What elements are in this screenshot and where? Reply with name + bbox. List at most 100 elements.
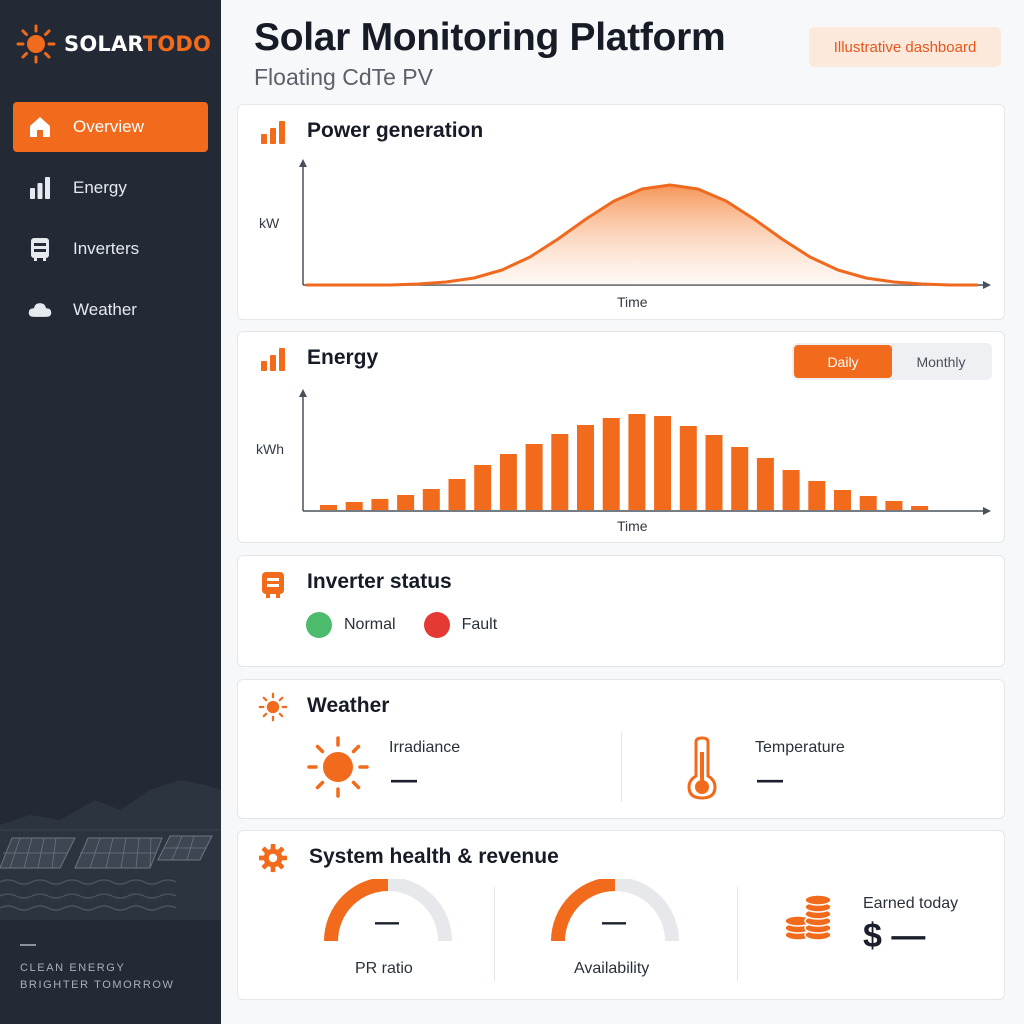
earned-today-label: Earned today xyxy=(863,895,959,912)
availability-gauge xyxy=(551,879,679,942)
page-subtitle: Floating CdTe PV xyxy=(254,64,433,90)
sidebar-item-energy[interactable]: Energy xyxy=(13,163,208,213)
energy-bar xyxy=(679,426,697,510)
power-generation-chart xyxy=(299,159,991,289)
energy-bar xyxy=(859,496,877,510)
system-health-card: System health & revenue — PR ratio — Ava… xyxy=(237,830,1005,1000)
signal-bars-icon xyxy=(258,117,288,147)
energy-y-axis-arrow xyxy=(299,389,307,397)
brand-name-right: TODO xyxy=(142,32,212,56)
sidebar-item-label: Weather xyxy=(73,300,137,319)
energy-bar xyxy=(525,444,543,510)
illustrative-badge: Illustrative dashboard xyxy=(809,27,1001,67)
earned-today-value: $ — xyxy=(863,917,926,955)
brand-name-left: SOLAR xyxy=(64,32,143,56)
temperature-value: — xyxy=(757,764,783,794)
health-divider-2 xyxy=(737,887,738,981)
power-area xyxy=(306,185,978,285)
tagline: CLEAN ENERGY BRIGHTER TOMORROW xyxy=(20,960,175,994)
inverter-status-legend: Normal Fault xyxy=(306,612,525,638)
cloud-icon xyxy=(27,297,53,323)
energy-bar xyxy=(628,414,646,510)
energy-bar xyxy=(602,418,620,510)
monthly-toggle-button[interactable]: Monthly xyxy=(916,353,966,370)
inverter-status-card: Inverter status Normal Fault xyxy=(237,555,1005,667)
brand-logo[interactable]: SOLARTODO xyxy=(16,24,211,64)
gear-icon xyxy=(258,843,288,873)
period-toggle: Daily Monthly xyxy=(792,343,992,380)
sidebar: SOLARTODO Overview Energy Inverters Weat… xyxy=(0,0,221,1024)
tagline-divider xyxy=(20,944,36,946)
energy-bar xyxy=(808,481,826,510)
irradiance-value: — xyxy=(391,764,417,794)
energy-bar xyxy=(422,489,440,510)
energy-bar xyxy=(320,505,337,510)
pr-ratio-value: — xyxy=(375,909,399,936)
weather-card-title: Weather xyxy=(307,694,390,717)
energy-bar xyxy=(782,470,800,510)
tagline-line2: BRIGHTER TOMORROW xyxy=(20,979,175,991)
energy-bar xyxy=(834,490,851,510)
energy-bar xyxy=(885,501,903,510)
coins-icon xyxy=(784,894,832,941)
sidebar-item-label: Overview xyxy=(73,117,144,136)
sidebar-item-overview[interactable]: Overview xyxy=(13,102,208,152)
fault-status-label: Fault xyxy=(461,616,498,633)
home-icon xyxy=(27,114,53,140)
power-y-axis-label: kW xyxy=(259,215,280,231)
health-card-title: System health & revenue xyxy=(309,845,559,868)
energy-bar xyxy=(551,434,569,510)
availability-gauge-fill xyxy=(551,879,616,942)
energy-bar xyxy=(654,416,672,510)
energy-bar xyxy=(371,499,389,510)
sidebar-item-inverters[interactable]: Inverters xyxy=(13,224,208,274)
inverter-icon xyxy=(258,570,288,600)
inverter-icon xyxy=(27,236,53,262)
bar-chart-icon xyxy=(27,175,53,201)
sidebar-nav: Overview Energy Inverters Weather xyxy=(13,102,208,346)
energy-bar xyxy=(577,425,594,510)
energy-bar xyxy=(448,479,466,510)
weather-divider xyxy=(621,732,622,802)
normal-status-label: Normal xyxy=(344,616,396,633)
power-line xyxy=(306,183,978,287)
power-y-axis-arrow xyxy=(299,159,307,167)
energy-bar xyxy=(345,502,363,510)
power-generation-card: Power generation kW Time xyxy=(237,104,1005,320)
tagline-line1: CLEAN ENERGY xyxy=(20,962,126,974)
energy-bar-chart xyxy=(299,389,991,515)
pr-ratio-label: PR ratio xyxy=(355,960,413,977)
health-divider-1 xyxy=(494,887,495,981)
main-content: Solar Monitoring Platform Floating CdTe … xyxy=(221,0,1024,1024)
floating-solar-illustration xyxy=(0,780,221,920)
pr-ratio-gauge xyxy=(324,879,452,942)
energy-bar xyxy=(397,495,415,510)
energy-bar xyxy=(756,458,774,510)
power-x-axis-arrow xyxy=(983,281,991,289)
energy-bar xyxy=(499,454,517,510)
power-card-title: Power generation xyxy=(307,119,484,142)
normal-status-dot xyxy=(306,612,332,638)
energy-x-axis-arrow xyxy=(983,507,991,515)
sidebar-item-weather[interactable]: Weather xyxy=(13,285,208,335)
energy-card-title: Energy xyxy=(307,346,379,369)
pr-ratio-gauge-fill xyxy=(324,879,389,942)
sun-icon xyxy=(258,692,288,722)
energy-card: Energy Daily Monthly kWh Time xyxy=(237,331,1005,543)
availability-label: Availability xyxy=(574,960,650,977)
energy-bars xyxy=(320,414,929,510)
temperature-label: Temperature xyxy=(755,739,845,756)
irradiance-label: Irradiance xyxy=(389,739,461,756)
energy-y-axis-label: kWh xyxy=(256,441,284,457)
inverter-card-title: Inverter status xyxy=(307,570,452,593)
irradiance-sun-icon xyxy=(307,736,369,798)
brand-name: SOLARTODO xyxy=(64,32,211,56)
daily-toggle-button[interactable]: Daily xyxy=(794,345,892,378)
power-x-axis-label: Time xyxy=(617,294,648,310)
signal-bars-icon xyxy=(258,344,288,374)
sun-logo-icon xyxy=(16,24,56,64)
fault-status-dot xyxy=(423,612,450,638)
page-title: Solar Monitoring Platform xyxy=(254,16,726,59)
energy-x-axis-label: Time xyxy=(617,518,648,534)
energy-bar xyxy=(705,435,723,510)
